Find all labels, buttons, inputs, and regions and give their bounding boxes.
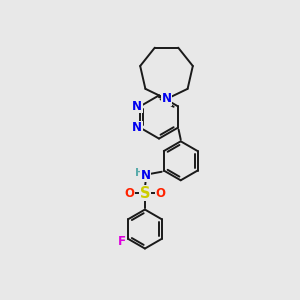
Text: N: N [132,100,142,113]
Text: H: H [135,168,144,178]
Text: S: S [140,185,150,201]
Text: N: N [132,121,142,134]
Text: N: N [141,169,151,182]
Text: O: O [155,187,166,200]
Text: F: F [118,235,126,248]
Text: N: N [161,92,172,106]
Text: O: O [124,187,134,200]
